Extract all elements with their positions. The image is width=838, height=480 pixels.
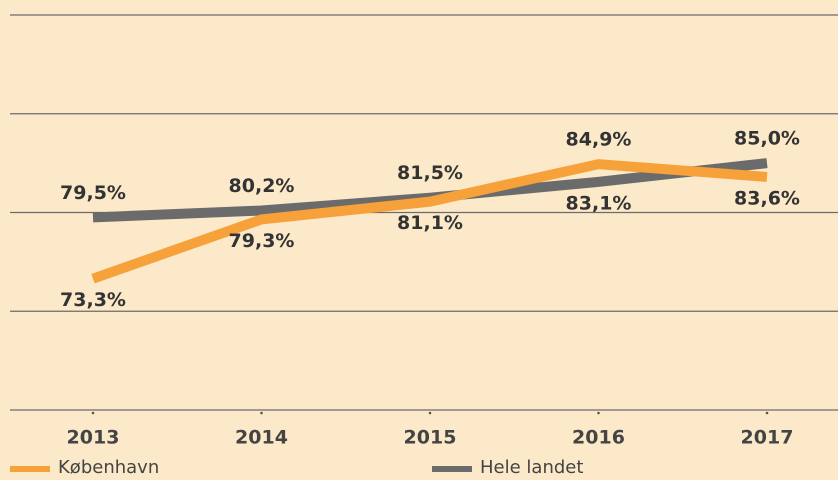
value-label: 80,2% (229, 175, 295, 197)
legend-label: Hele landet (480, 457, 583, 478)
series-line (91, 159, 768, 284)
value-label: 84,9% (566, 129, 632, 151)
value-label: 83,1% (566, 192, 632, 214)
x-tick-label: 2015 (404, 427, 457, 449)
x-tick (260, 411, 263, 415)
legend-label: København (58, 457, 159, 478)
value-label: 85,0% (734, 128, 800, 150)
value-label: 81,1% (397, 212, 463, 234)
x-tick (597, 411, 600, 415)
value-label: 81,5% (397, 162, 463, 184)
value-label: 79,3% (229, 230, 295, 252)
x-tick-label: 2017 (741, 427, 794, 449)
x-tick-label: 2014 (235, 427, 288, 449)
value-label: 83,6% (734, 187, 800, 209)
x-tick-label: 2016 (572, 427, 625, 449)
value-label: 79,5% (60, 182, 126, 204)
x-tick (765, 411, 769, 415)
x-tick (428, 411, 432, 415)
x-tick (91, 411, 95, 415)
value-label: 73,3% (60, 289, 126, 311)
x-tick-label: 2013 (67, 427, 120, 449)
